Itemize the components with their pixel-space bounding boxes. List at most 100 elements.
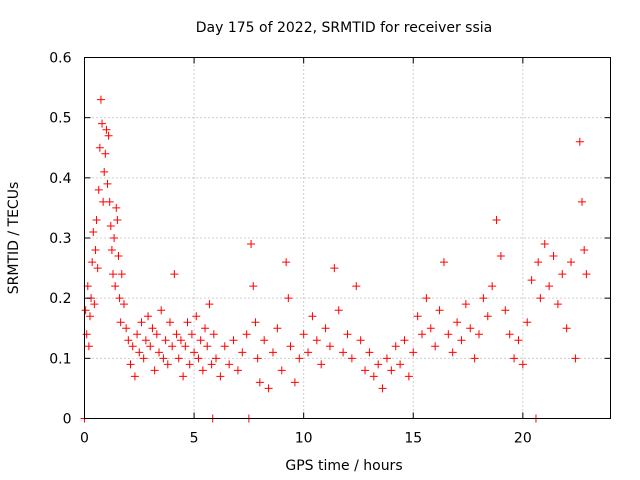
y-tick-label: 0.4 (49, 171, 71, 187)
data-point (457, 336, 466, 345)
data-point (183, 318, 192, 327)
data-point (514, 336, 523, 345)
data-point (190, 348, 199, 357)
data-point (435, 306, 444, 315)
data-point (330, 264, 339, 273)
data-point (170, 270, 179, 279)
data-point (159, 354, 168, 363)
data-point (431, 342, 440, 351)
data-point (299, 330, 308, 339)
data-point (536, 294, 545, 303)
data-point (439, 258, 448, 267)
data-point (492, 215, 501, 224)
data-point (356, 336, 365, 345)
data-point (396, 360, 405, 369)
data-point (549, 252, 558, 261)
data-point (374, 360, 383, 369)
data-point (304, 348, 313, 357)
axes: 0 0.1 0.2 0.3 0.4 0.5 0.6 0 5 10 15 20 (49, 51, 611, 447)
data-point (144, 312, 153, 321)
data-point (295, 354, 304, 363)
data-point (152, 330, 161, 339)
data-point (553, 300, 562, 309)
data-point (260, 336, 269, 345)
data-point (461, 300, 470, 309)
plot-frame (84, 57, 611, 419)
data-point (475, 330, 483, 339)
data-point (168, 342, 177, 351)
data-point (81, 306, 90, 315)
data-point (580, 246, 589, 255)
data-point (205, 300, 214, 309)
data-point (545, 282, 554, 291)
data-point (483, 312, 492, 321)
data-point (212, 354, 220, 363)
data-point (96, 95, 105, 104)
data-point (225, 360, 234, 369)
data-point (253, 354, 262, 363)
data-point (268, 348, 277, 357)
data-point (107, 246, 116, 255)
data-point (172, 330, 181, 339)
data-point (567, 258, 576, 267)
data-point (85, 312, 94, 321)
data-point (148, 324, 157, 333)
data-point (216, 372, 225, 381)
x-tick-label: 15 (404, 431, 422, 447)
data-point (264, 384, 273, 393)
data-point (273, 324, 282, 333)
data-point (84, 342, 93, 351)
data-point (90, 300, 99, 309)
data-point (470, 354, 479, 363)
data-point (558, 270, 567, 279)
data-point (365, 348, 374, 357)
data-point (413, 312, 422, 321)
y-tick-label: 0.5 (49, 111, 71, 127)
y-tick-label: 0 (63, 412, 72, 428)
data-point (571, 354, 580, 363)
data-point (518, 360, 527, 369)
data-point (404, 372, 413, 381)
data-point (100, 167, 109, 176)
data-point (94, 185, 103, 194)
data-point (308, 312, 317, 321)
data-point (203, 342, 212, 351)
data-point (176, 336, 185, 345)
y-tick-label: 0.6 (49, 51, 71, 67)
data-point (102, 125, 111, 134)
data-point (361, 366, 370, 375)
data-point (165, 318, 174, 327)
data-point (174, 354, 183, 363)
data-point (282, 258, 291, 267)
data-point (89, 227, 98, 236)
data-point (582, 270, 591, 279)
x-tick-label: 5 (190, 431, 199, 447)
data-point (137, 318, 146, 327)
data-point (575, 137, 584, 146)
data-point (466, 324, 475, 333)
data-point (187, 330, 196, 339)
data-point (286, 342, 295, 351)
data-point (220, 342, 229, 351)
data-point (422, 294, 431, 303)
data-point (91, 246, 100, 255)
data-point (496, 252, 505, 261)
data-point (161, 336, 170, 345)
data-point (124, 336, 133, 345)
data-point (95, 143, 104, 152)
data-point (194, 354, 203, 363)
chart-title: Day 175 of 2022, SRMTID for receiver ssi… (196, 20, 492, 36)
data-point (181, 342, 190, 351)
data-point (229, 336, 238, 345)
y-tick-label: 0.1 (49, 351, 71, 367)
data-point (185, 360, 194, 369)
data-point (196, 336, 205, 345)
x-tick-label: 20 (514, 431, 532, 447)
data-point (418, 330, 427, 339)
data-point (101, 149, 110, 158)
data-point (146, 342, 155, 351)
data-point (479, 294, 488, 303)
data-point (501, 306, 510, 315)
data-point (312, 336, 321, 345)
